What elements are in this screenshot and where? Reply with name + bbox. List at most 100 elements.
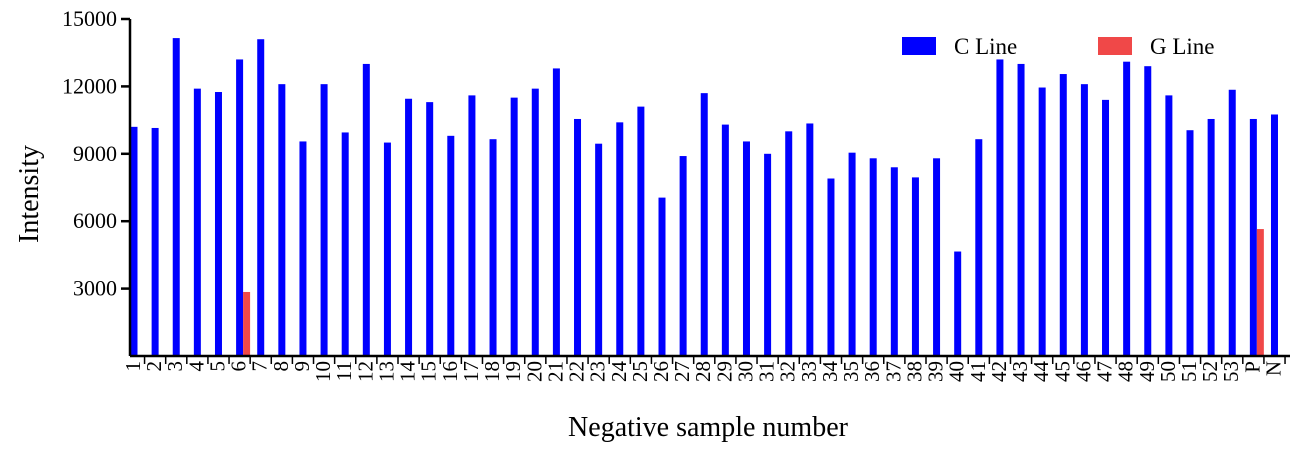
c-line-bar: [257, 39, 265, 356]
x-tick-label: 24: [607, 361, 631, 383]
x-tick-label: 26: [649, 361, 673, 382]
c-line-bar: [552, 68, 560, 356]
c-line-bar: [742, 141, 750, 356]
x-tick-label: 31: [755, 361, 779, 382]
c-line-bar: [1038, 87, 1046, 357]
x-tick-label: 40: [945, 361, 969, 382]
c-line-bar: [1186, 130, 1194, 356]
g-line-bar: [243, 291, 251, 356]
x-tick-label: 29: [712, 361, 736, 382]
x-tick-label: 42: [987, 361, 1011, 382]
x-tick-label: 50: [1156, 361, 1180, 382]
x-tick-label: 41: [966, 361, 990, 382]
c-line-bar: [679, 156, 687, 356]
legend-label-c-line: C Line: [954, 34, 1017, 59]
c-line-bar: [214, 92, 222, 357]
c-line-bar: [1059, 74, 1067, 356]
c-line-bar: [911, 177, 919, 356]
x-tick-label: 53: [1219, 361, 1243, 382]
x-tick-label: 21: [543, 361, 567, 382]
c-line-bar: [1270, 114, 1278, 356]
c-line-bar: [341, 132, 349, 356]
x-tick-label: 48: [1114, 361, 1138, 382]
c-line-bar: [426, 102, 434, 356]
x-tick-label: 30: [733, 361, 757, 382]
c-line-bar: [468, 95, 476, 357]
y-tick-label: 12000: [62, 73, 117, 98]
x-tick-label: 52: [1198, 361, 1222, 382]
c-line-bar: [362, 63, 370, 356]
x-tick-label: 33: [797, 361, 821, 382]
x-tick-label: 36: [860, 361, 884, 382]
x-tick-label: 38: [902, 361, 926, 382]
x-tick-label: N: [1261, 361, 1285, 376]
c-line-bar: [447, 135, 455, 356]
x-tick-label: 10: [311, 361, 335, 382]
c-line-bar: [700, 93, 708, 356]
x-tick-label: 7: [248, 361, 272, 372]
y-tick-label: 3000: [73, 276, 117, 301]
x-tick-label: 9: [290, 361, 314, 372]
x-tick-label: 51: [1177, 361, 1201, 382]
c-line-bar: [1228, 89, 1236, 357]
x-tick-label: 19: [501, 361, 525, 382]
c-line-bar: [890, 167, 898, 356]
x-tick-label: 1: [121, 361, 145, 372]
g-line-bars: [243, 229, 1264, 356]
x-tick-label: 25: [628, 361, 652, 382]
y-axis-title: Intensity: [14, 145, 45, 243]
c-line-bar: [996, 59, 1004, 356]
c-line-bar: [764, 153, 772, 356]
c-line-bar: [510, 97, 518, 356]
c-line-bar: [933, 158, 941, 356]
c-line-bar: [637, 106, 645, 357]
c-line-bar: [383, 142, 391, 356]
x-tick-label: 5: [205, 361, 229, 372]
c-line-bar: [531, 88, 539, 356]
x-tick-label: 43: [1008, 361, 1032, 382]
c-line-bar: [975, 139, 983, 356]
y-tick-label: 9000: [73, 141, 117, 166]
x-tick-label: 46: [1071, 361, 1095, 382]
c-line-bar: [1249, 118, 1257, 356]
legend-swatch-g-line: [1098, 37, 1132, 55]
y-tick-label: 6000: [73, 208, 117, 233]
x-tick-label: 39: [924, 361, 948, 382]
c-line-bar: [785, 131, 793, 356]
x-tick-label: 13: [374, 361, 398, 382]
c-line-bar: [806, 123, 814, 356]
legend-label-g-line: G Line: [1150, 34, 1215, 59]
c-line-bar: [574, 118, 582, 356]
c-line-bars: [130, 38, 1278, 357]
c-line-bar: [595, 143, 603, 356]
x-axis-ticks: 1234567891011121314151617181920212223242…: [121, 356, 1286, 383]
g-line-bar: [1256, 229, 1264, 356]
y-tick-label: 15000: [62, 6, 117, 31]
x-tick-label: 32: [776, 361, 800, 382]
c-line-bar: [172, 38, 180, 356]
c-line-bar: [1102, 99, 1110, 356]
x-tick-label: 49: [1135, 361, 1159, 382]
x-tick-label: 6: [227, 361, 251, 372]
x-tick-label: 16: [438, 361, 462, 382]
x-axis-title: Negative sample number: [568, 412, 849, 443]
c-line-bar: [1080, 84, 1088, 357]
x-tick-label: 18: [480, 361, 504, 382]
c-line-bar: [827, 178, 835, 356]
c-line-bar: [151, 127, 159, 356]
c-line-bar: [130, 126, 138, 356]
x-tick-label: 3: [163, 361, 187, 372]
x-tick-label: 8: [269, 361, 293, 372]
x-tick-label: 27: [670, 361, 694, 382]
c-line-bar: [193, 88, 201, 356]
c-line-bar: [320, 84, 328, 357]
x-tick-label: 4: [184, 361, 208, 372]
x-tick-label: 17: [459, 361, 483, 382]
x-tick-label: 35: [839, 361, 863, 382]
c-line-bar: [1165, 95, 1173, 357]
c-line-bar: [405, 98, 413, 357]
c-line-bar: [236, 59, 244, 356]
x-tick-label: 44: [1029, 361, 1053, 383]
x-tick-label: 2: [142, 361, 166, 372]
